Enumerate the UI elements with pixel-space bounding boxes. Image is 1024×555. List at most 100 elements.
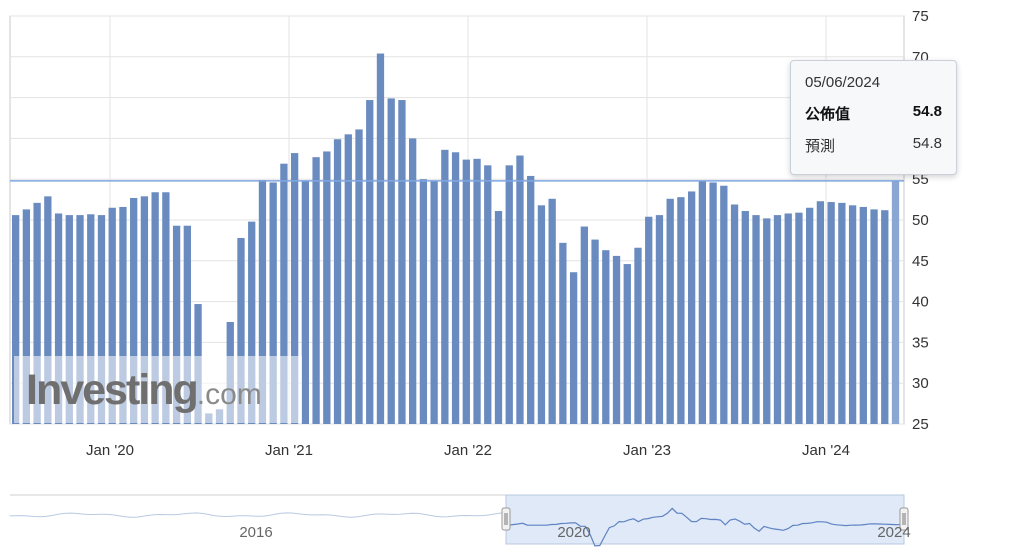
bar: [687, 191, 696, 424]
bar: [462, 159, 470, 424]
x-tick-label: Jan '23: [623, 442, 671, 459]
tooltip-date: 05/06/2024: [805, 74, 881, 91]
bar: [752, 215, 760, 424]
bar: [473, 158, 481, 425]
bar: [22, 209, 31, 424]
y-tick-label: 55: [912, 171, 929, 188]
bar: [827, 202, 835, 424]
navigator-history-line: [9, 512, 503, 518]
bar: [65, 215, 73, 424]
bar: [140, 196, 149, 424]
bar: [151, 192, 159, 424]
x-tick-label: Jan '24: [802, 442, 850, 459]
bar: [162, 192, 170, 424]
bar: [183, 225, 191, 424]
bar: [580, 226, 588, 424]
bar: [591, 239, 599, 424]
y-tick-label: 75: [912, 8, 929, 25]
navigator-selected-range: [505, 494, 905, 545]
range-navigator[interactable]: 2016 2020 2024: [9, 494, 911, 547]
bar: [33, 202, 41, 424]
bar: [838, 202, 846, 424]
bar: [119, 206, 127, 424]
watermark-logo: Investing.com: [26, 366, 262, 414]
bar: [795, 212, 803, 424]
bar: [602, 250, 610, 424]
bar: [773, 215, 782, 424]
bar: [816, 201, 825, 424]
tooltip-forecast-value: 54.8: [912, 135, 942, 152]
bar: [355, 129, 363, 424]
bar: [537, 205, 546, 424]
bar: [677, 197, 685, 424]
bar: [784, 213, 792, 424]
bar: [258, 180, 267, 424]
bar: [806, 207, 814, 424]
bar: [280, 163, 288, 425]
bar: [366, 100, 374, 424]
navigator-year-label: 2020: [557, 524, 590, 541]
bar: [559, 242, 567, 424]
y-tick-label: 25: [912, 416, 929, 433]
bar: [548, 198, 556, 424]
x-tick-label: Jan '22: [444, 442, 492, 459]
y-tick-label: 40: [912, 294, 929, 311]
bar: [881, 210, 889, 424]
bar: [698, 180, 707, 424]
bar: [237, 237, 245, 424]
bar: [859, 206, 867, 424]
bar: [848, 205, 857, 424]
bar: [323, 151, 331, 424]
bar: [248, 221, 256, 424]
x-tick-label: Jan '20: [86, 442, 134, 459]
bar: [741, 211, 749, 424]
bar: [763, 218, 771, 424]
bar: [290, 153, 299, 424]
bar: [430, 180, 438, 424]
bar: [108, 207, 116, 424]
bar: [623, 264, 631, 424]
bar: [516, 155, 524, 424]
bar: [376, 53, 385, 424]
bar: [451, 152, 460, 424]
x-axis: Jan '20 Jan '21 Jan '22 Jan '23 Jan '24: [86, 442, 850, 459]
bar: [301, 180, 310, 424]
bar: [387, 98, 395, 424]
bar: [97, 215, 106, 424]
bar: [527, 175, 535, 424]
bar: [505, 165, 513, 424]
bar: [398, 100, 406, 424]
bar: [709, 182, 717, 424]
navigator-right-handle[interactable]: [899, 507, 909, 531]
bar: [333, 139, 342, 424]
tooltip-forecast-label: 預測: [805, 138, 836, 155]
bar: [409, 138, 417, 424]
y-tick-label: 35: [912, 334, 929, 351]
bar: [312, 157, 320, 424]
y-tick-label: 50: [912, 212, 929, 229]
bar: [612, 255, 621, 424]
navigator-year-label: 2016: [239, 524, 272, 541]
x-tick-label: Jan '21: [265, 442, 313, 459]
bar: [130, 197, 138, 424]
tooltip-actual-label: 公佈值: [805, 106, 851, 123]
bar: [344, 134, 352, 424]
bar-series: [12, 53, 900, 425]
navigator-year-label: 2024: [877, 524, 910, 541]
bar: [720, 185, 728, 424]
bar: [494, 211, 503, 424]
bar: [172, 225, 181, 424]
bar: [419, 179, 428, 424]
data-tooltip: 05/06/2024 公佈值 54.8 預測 54.8: [790, 60, 957, 175]
bar: [891, 180, 900, 424]
navigator-left-handle[interactable]: [501, 507, 511, 531]
navigator-series-line: [507, 507, 905, 547]
bar: [870, 209, 878, 424]
tooltip-actual-value: 54.8: [912, 103, 942, 120]
bar: [87, 214, 95, 424]
bar: [666, 198, 674, 424]
y-tick-label: 45: [912, 253, 929, 270]
y-tick-label: 30: [912, 375, 929, 392]
investing-watermark: Investing.com: [14, 356, 302, 423]
bar: [269, 182, 277, 424]
